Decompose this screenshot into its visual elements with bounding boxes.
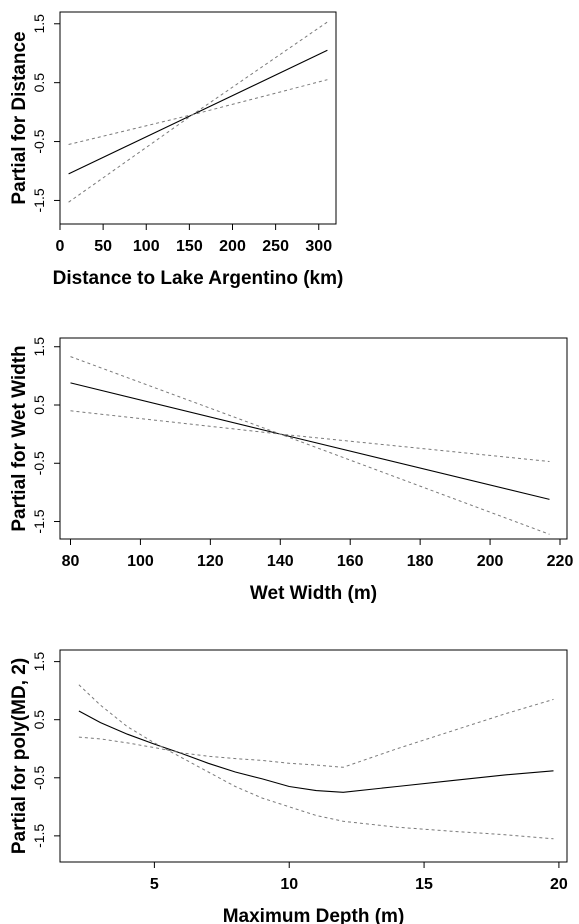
y-tick-label: -0.5 xyxy=(31,451,47,475)
x-tick-label: 120 xyxy=(197,553,224,570)
confidence-band-line xyxy=(68,21,328,203)
x-tick-label: 250 xyxy=(262,238,289,255)
confidence-band-line xyxy=(70,356,550,535)
x-tick-label: 80 xyxy=(62,553,80,570)
y-tick-label: 1.5 xyxy=(31,14,47,34)
x-tick-label: 200 xyxy=(477,553,504,570)
y-tick-label: 1.5 xyxy=(31,337,47,357)
y-axis-title: Partial for poly(MD, 2) xyxy=(9,658,30,854)
x-tick-label: 200 xyxy=(219,238,246,255)
chart-panel-3: 5 10 15 20 -1.5 -0.5 0.5 1.5 Maximum Depth (m) Pa… xyxy=(9,649,568,924)
x-tick-label: 220 xyxy=(547,553,574,570)
x-tick-label: 180 xyxy=(407,553,434,570)
x-tick-label: 300 xyxy=(305,238,332,255)
y-tick-label: 1.5 xyxy=(31,652,47,672)
x-tick-label: 50 xyxy=(94,238,112,255)
y-axis-title: Partial for Wet Width xyxy=(9,345,30,531)
confidence-band-line xyxy=(70,410,550,462)
y-tick-label: -0.5 xyxy=(31,766,47,790)
y-tick-label: -1.5 xyxy=(31,509,47,533)
y-tick-label: 0.5 xyxy=(31,710,47,730)
x-tick-label: 160 xyxy=(337,553,364,570)
y-tick-label: -1.5 xyxy=(31,188,47,212)
x-tick-label: 100 xyxy=(133,238,160,255)
chart-panel-2: 80 100 120 140 160 180 200 220 -1.5 -0.5 0.5 1.5 Wet… xyxy=(9,337,573,604)
x-tick-label: 140 xyxy=(267,553,294,570)
plot-frame xyxy=(59,337,568,540)
y-tick-label: 0.5 xyxy=(31,73,47,93)
partial-effect-line xyxy=(78,710,554,793)
x-axis-title: Wet Width (m) xyxy=(250,583,377,604)
y-tick-label: -0.5 xyxy=(31,129,47,153)
chart-panel-1: 0 50 100 150 200 250 300 -1.5 -0.5 0.5 1.5 Distance… xyxy=(9,11,344,289)
y-tick-label: -1.5 xyxy=(31,824,47,848)
x-tick-label: 20 xyxy=(550,876,568,893)
x-tick-label: 0 xyxy=(56,238,65,255)
x-axis-title: Maximum Depth (m) xyxy=(223,906,405,924)
plot-frame xyxy=(59,649,568,863)
confidence-band-line xyxy=(78,698,554,768)
y-axis-title: Partial for Distance xyxy=(9,31,30,204)
partial-effect-line xyxy=(68,49,328,175)
confidence-band-line xyxy=(68,79,328,145)
y-tick-label: 0.5 xyxy=(31,395,47,415)
x-tick-label: 150 xyxy=(176,238,203,255)
x-tick-label: 15 xyxy=(415,876,433,893)
confidence-band-line xyxy=(78,684,554,840)
x-tick-label: 100 xyxy=(127,553,154,570)
x-tick-label: 5 xyxy=(150,876,159,893)
x-tick-label: 10 xyxy=(280,876,298,893)
x-axis-title: Distance to Lake Argentino (km) xyxy=(53,268,344,289)
plot-frame xyxy=(59,11,337,225)
partial-effect-line xyxy=(70,382,550,500)
